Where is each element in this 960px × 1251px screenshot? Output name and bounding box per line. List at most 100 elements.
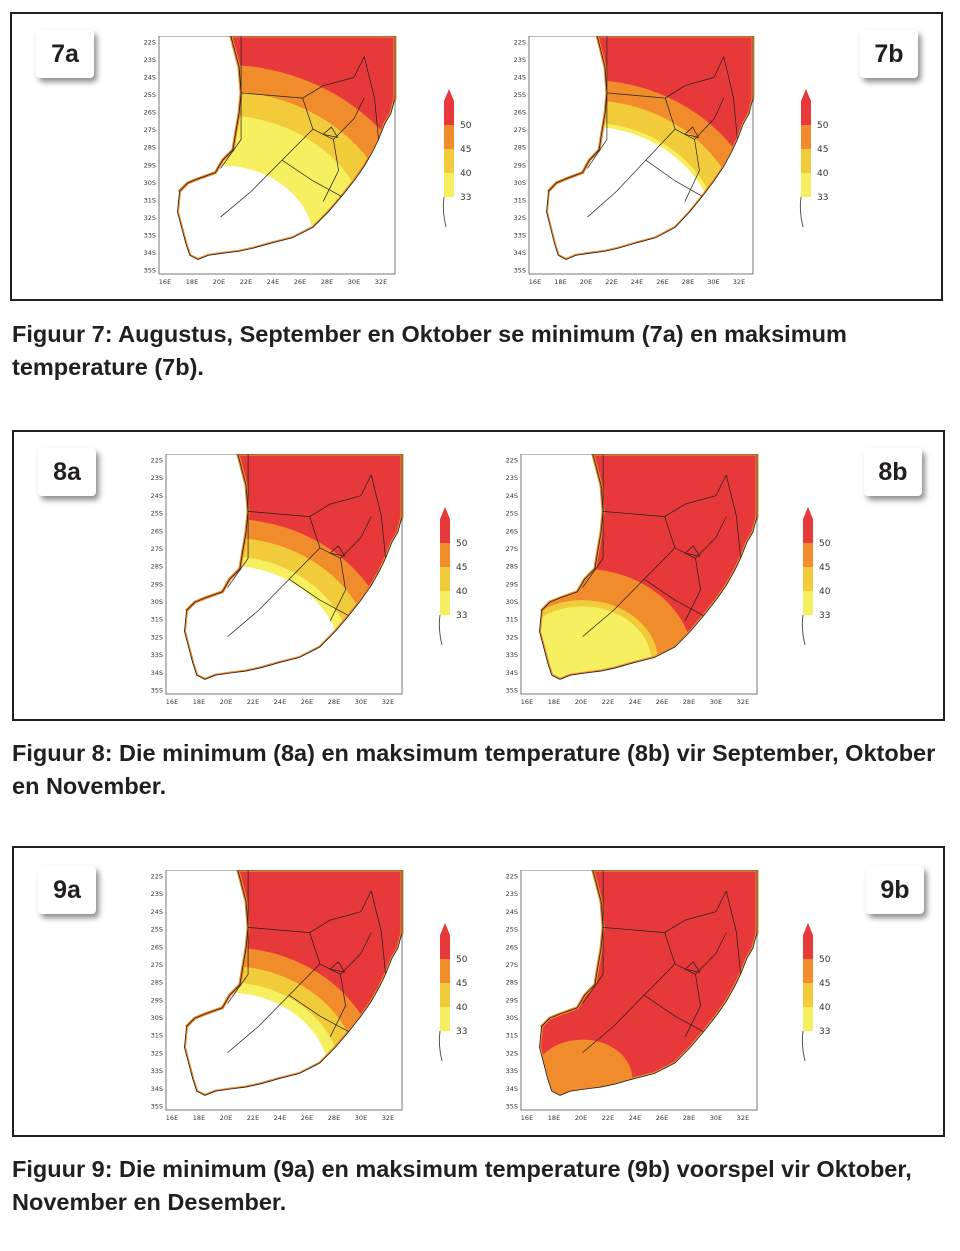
legend-8b: 50 45 40 33 (789, 507, 849, 652)
legend-swatch (803, 959, 813, 983)
lat-tick-label: 27S (144, 126, 156, 134)
coastline (184, 453, 403, 680)
lat-tick-label: 23S (151, 474, 163, 482)
lat-tick-label: 35S (514, 267, 526, 275)
lat-tick-label: 24S (151, 908, 163, 916)
lat-tick-label: 27S (506, 961, 518, 969)
legend-arrow-top (803, 923, 813, 935)
figure-7-caption: Figuur 7: Augustus, September en Oktober… (12, 321, 847, 380)
color-legend: 50 45 40 33 (438, 507, 468, 646)
lat-tick-label: 28S (506, 979, 518, 987)
lat-tick-label: 32S (514, 214, 526, 222)
coastline (177, 35, 396, 260)
lat-tick-label: 23S (506, 474, 518, 482)
legend-value-label: 40 (819, 587, 831, 597)
map-frame (165, 869, 403, 1111)
legend-swatch (440, 543, 450, 567)
lon-tick-label: 30E (710, 698, 722, 706)
province-border (322, 126, 339, 138)
lon-tick-label: 30E (710, 1114, 722, 1122)
lon-tick-label: 20E (580, 278, 592, 286)
lat-tick-label: 26S (514, 109, 526, 117)
map-frame (520, 869, 758, 1111)
lat-tick-label: 23S (144, 56, 156, 64)
lon-tick-label: 16E (521, 1114, 533, 1122)
legend-value-label: 40 (456, 587, 468, 597)
lon-tick-label: 28E (683, 1114, 695, 1122)
lon-tick-label: 24E (629, 1114, 641, 1122)
lat-tick-label: 28S (144, 144, 156, 152)
lat-tick-label: 24S (514, 74, 526, 82)
lat-tick-label: 30S (144, 179, 156, 187)
province-border (684, 545, 701, 557)
lat-tick-label: 32S (151, 633, 163, 641)
lon-tick-label: 28E (682, 278, 694, 286)
province-border (723, 56, 738, 140)
lon-tick-label: 28E (328, 698, 340, 706)
map-frame (528, 35, 754, 275)
lon-tick-label: 18E (186, 278, 198, 286)
lat-tick-label: 22S (151, 457, 163, 465)
legend-swatch (803, 519, 813, 543)
legend-value-label: 33 (819, 611, 830, 621)
lat-tick-label: 32S (506, 1049, 518, 1057)
province-border (227, 547, 321, 637)
lon-tick-label: 20E (220, 698, 232, 706)
lat-tick-label: 22S (506, 457, 518, 465)
lon-tick-label: 28E (328, 1114, 340, 1122)
lat-tick-label: 32S (151, 1049, 163, 1057)
lat-tick-label: 25S (151, 510, 163, 518)
ocean (166, 932, 402, 1110)
legend-swatch (444, 149, 454, 173)
lon-tick-label: 30E (707, 278, 719, 286)
zone-below-threshold (546, 126, 718, 260)
lat-tick-label: 30S (514, 179, 526, 187)
legend-value-label: 50 (460, 121, 472, 131)
lat-tick-label: 22S (151, 873, 163, 881)
lat-tick-label: 25S (514, 91, 526, 99)
lat-tick-label: 32S (506, 633, 518, 641)
province-border (603, 890, 727, 933)
figure-9-caption: Figuur 9: Die minimum (9a) en maksimum t… (12, 1156, 912, 1215)
province-border (227, 870, 249, 1004)
lon-tick-label: 22E (602, 698, 614, 706)
zone-below-threshold (184, 992, 330, 1096)
lat-tick-label: 33S (506, 651, 518, 659)
lon-tick-label: 18E (548, 698, 560, 706)
lat-tick-label: 25S (144, 91, 156, 99)
lon-tick-label: 26E (301, 1114, 313, 1122)
legend-value-label: 40 (456, 1003, 468, 1013)
province-border (329, 974, 346, 1038)
legend-tail (801, 1030, 806, 1062)
legend-arrow-top (444, 89, 454, 101)
lon-tick-label: 26E (656, 1114, 668, 1122)
panel-tag-7b: 7b (860, 30, 918, 78)
province-border (643, 578, 704, 617)
panel-tag-8b: 8b (864, 448, 922, 496)
province-border (241, 56, 365, 99)
lon-tick-label: 32E (375, 278, 387, 286)
lat-tick-label: 34S (144, 249, 156, 257)
province-border (603, 474, 727, 517)
legend-value-label: 45 (817, 145, 828, 155)
panel-tag-7a: 7a (36, 30, 94, 78)
map-7b: 22S 23S 24S 25S 26S 27S 28S 29S 30S 31S 32S 33S 34S 3… (507, 34, 757, 292)
province-border (587, 36, 608, 169)
province-border (248, 474, 372, 517)
zone-below-threshold (184, 565, 342, 680)
legend-value-label: 45 (819, 563, 830, 573)
legend-swatch (801, 125, 811, 149)
legend-swatch (444, 101, 454, 125)
map-frame (158, 35, 396, 275)
figure-8-caption: Figuur 8: Die minimum (8a) en maksimum t… (12, 740, 936, 799)
lat-tick-label: 24S (144, 74, 156, 82)
coastline (546, 35, 754, 260)
legend-swatch (440, 983, 450, 1007)
lon-tick-label: 28E (321, 278, 333, 286)
figure-9-frame: 9a 9b 22S 23S 24S 25S 26S 27S 28S 29S 30S 31S 32S 3… (12, 846, 945, 1137)
lon-tick-label: 16E (529, 278, 541, 286)
lat-tick-label: 30S (151, 1014, 163, 1022)
color-legend: 50 45 40 33 (801, 923, 831, 1062)
province-border (582, 963, 676, 1053)
lat-tick-label: 31S (506, 1032, 518, 1040)
